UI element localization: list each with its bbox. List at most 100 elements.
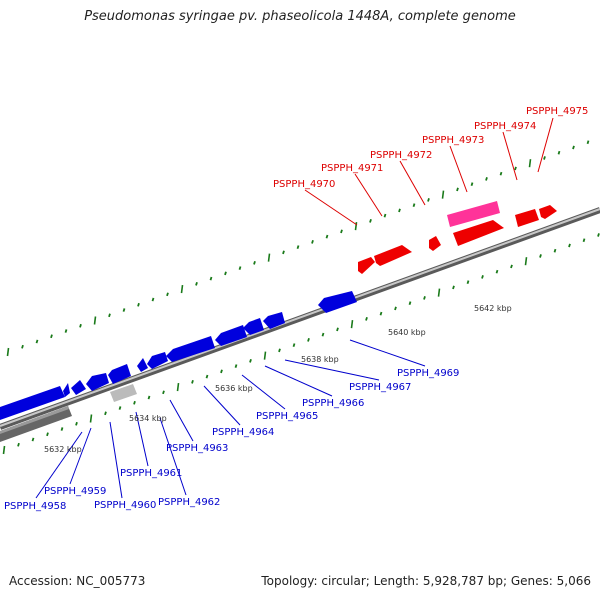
gene-label-4967[interactable]: PSPPH_4967 bbox=[349, 382, 411, 393]
tick-mark bbox=[118, 406, 122, 410]
gene-arrow-4959a[interactable] bbox=[63, 383, 70, 397]
outer-tick-track bbox=[6, 140, 590, 357]
tick-mark bbox=[408, 301, 412, 306]
gene-label-4974[interactable]: PSPPH_4974 bbox=[474, 121, 536, 132]
tick-mark bbox=[452, 285, 455, 290]
tick-mark bbox=[470, 182, 474, 187]
gene-arrow-4960[interactable] bbox=[86, 373, 109, 391]
tick-mark bbox=[557, 150, 561, 155]
gene-arrow-pseudo[interactable] bbox=[110, 384, 137, 402]
gene-label-4961[interactable]: PSPPH_4961 bbox=[120, 468, 182, 479]
leader-line bbox=[304, 189, 358, 226]
tick-mark bbox=[427, 198, 430, 202]
tick-mark bbox=[137, 302, 140, 307]
gene-label-4959[interactable]: PSPPH_4959 bbox=[44, 486, 106, 497]
tick-mark bbox=[456, 187, 459, 192]
gene-arrow-4974b[interactable] bbox=[515, 209, 539, 227]
scale-label: 5638 kbp bbox=[301, 355, 339, 364]
gene-label-4975[interactable]: PSPPH_4975 bbox=[526, 106, 588, 117]
gene-arrow-4964[interactable] bbox=[166, 336, 215, 362]
tick-mark bbox=[162, 390, 165, 395]
gene-arrow-4975[interactable] bbox=[539, 205, 557, 219]
tick-mark bbox=[597, 233, 600, 237]
tick-mark bbox=[35, 339, 39, 344]
tick-mark bbox=[514, 166, 517, 171]
tick-mark bbox=[586, 140, 590, 145]
tick-mark bbox=[89, 414, 93, 423]
gene-arrow-4959b[interactable] bbox=[71, 380, 86, 395]
tick-mark bbox=[75, 421, 78, 426]
gene-arrow-4973[interactable] bbox=[447, 201, 500, 227]
tick-mark bbox=[267, 253, 271, 262]
gene-arrow-4967[interactable] bbox=[263, 312, 285, 329]
tick-mark bbox=[234, 364, 238, 368]
scale-label: 5634 kbp bbox=[129, 414, 167, 423]
scale-label: 5636 kbp bbox=[215, 384, 253, 393]
gene-arrow-4958[interactable] bbox=[0, 386, 65, 420]
gene-label-4972[interactable]: PSPPH_4972 bbox=[370, 150, 432, 161]
tick-mark bbox=[423, 296, 426, 300]
tick-mark bbox=[263, 351, 267, 360]
gene-label-4970[interactable]: PSPPH_4970 bbox=[273, 179, 335, 190]
gene-arrow-4965[interactable] bbox=[215, 325, 247, 346]
tick-mark bbox=[104, 411, 107, 416]
gene-label-4971[interactable]: PSPPH_4971 bbox=[321, 163, 383, 174]
gene-label-4964[interactable]: PSPPH_4964 bbox=[212, 427, 274, 438]
second-contig-bar bbox=[0, 406, 72, 442]
tick-mark bbox=[307, 337, 310, 342]
tick-mark bbox=[321, 332, 325, 337]
tick-mark bbox=[466, 280, 470, 285]
forward-genes bbox=[358, 201, 557, 274]
tick-mark bbox=[441, 190, 445, 199]
tick-mark bbox=[151, 297, 155, 302]
gene-arrow-4971[interactable] bbox=[374, 245, 412, 266]
tick-mark bbox=[582, 238, 586, 243]
tick-mark bbox=[553, 248, 557, 253]
gene-arrow-4974a[interactable] bbox=[453, 220, 504, 246]
gene-arrow-4969[interactable] bbox=[318, 291, 357, 313]
gene-arrow-4962[interactable] bbox=[137, 358, 148, 372]
gene-arrow-4972[interactable] bbox=[429, 236, 441, 251]
tick-mark bbox=[499, 171, 503, 176]
tick-mark bbox=[93, 316, 97, 325]
gene-label-4966[interactable]: PSPPH_4966 bbox=[302, 398, 364, 409]
scale-label: 5632 kbp bbox=[44, 445, 82, 454]
scale-label: 5642 kbp bbox=[474, 304, 512, 313]
gene-arrow-4970[interactable] bbox=[358, 257, 375, 274]
inner-tick-track bbox=[2, 233, 600, 455]
gene-arrow-4966[interactable] bbox=[243, 318, 264, 335]
gene-label-4958[interactable]: PSPPH_4958 bbox=[4, 501, 66, 512]
tick-mark bbox=[224, 271, 227, 276]
tick-mark bbox=[336, 327, 339, 332]
gene-arrow-4961[interactable] bbox=[108, 364, 131, 384]
gene-label-4969[interactable]: PSPPH_4969 bbox=[397, 368, 459, 379]
scale-labels: 5632 kbp 5634 kbp 5636 kbp 5638 kbp 5640… bbox=[44, 304, 512, 454]
tick-mark bbox=[365, 317, 368, 321]
tick-mark bbox=[6, 347, 10, 357]
gene-label-4965[interactable]: PSPPH_4965 bbox=[256, 411, 318, 422]
tick-mark bbox=[543, 156, 546, 160]
gene-arrow-4963[interactable] bbox=[147, 352, 168, 369]
leader-line bbox=[109, 421, 123, 499]
accession-text: Accession: NC_005773 bbox=[9, 574, 146, 588]
tick-mark bbox=[133, 400, 136, 405]
gene-label-4960[interactable]: PSPPH_4960 bbox=[94, 500, 156, 511]
tick-mark bbox=[325, 234, 329, 239]
scale-label: 5640 kbp bbox=[388, 328, 426, 337]
tick-mark bbox=[350, 320, 354, 329]
gene-label-4973[interactable]: PSPPH_4973 bbox=[422, 135, 484, 146]
tick-mark bbox=[481, 275, 484, 279]
tick-mark bbox=[296, 245, 300, 249]
leader-line bbox=[69, 427, 92, 485]
tick-mark bbox=[220, 369, 223, 374]
tick-mark bbox=[311, 239, 314, 244]
gene-label-4962[interactable]: PSPPH_4962 bbox=[158, 497, 220, 508]
forward-gene-labels: PSPPH_4970 PSPPH_4971 PSPPH_4972 PSPPH_4… bbox=[273, 106, 588, 190]
leader-line bbox=[502, 131, 518, 181]
gene-label-4963[interactable]: PSPPH_4963 bbox=[166, 443, 228, 454]
leader-line bbox=[349, 339, 426, 367]
tick-mark bbox=[379, 311, 383, 316]
tick-mark bbox=[528, 159, 532, 168]
leader-line bbox=[264, 365, 333, 397]
